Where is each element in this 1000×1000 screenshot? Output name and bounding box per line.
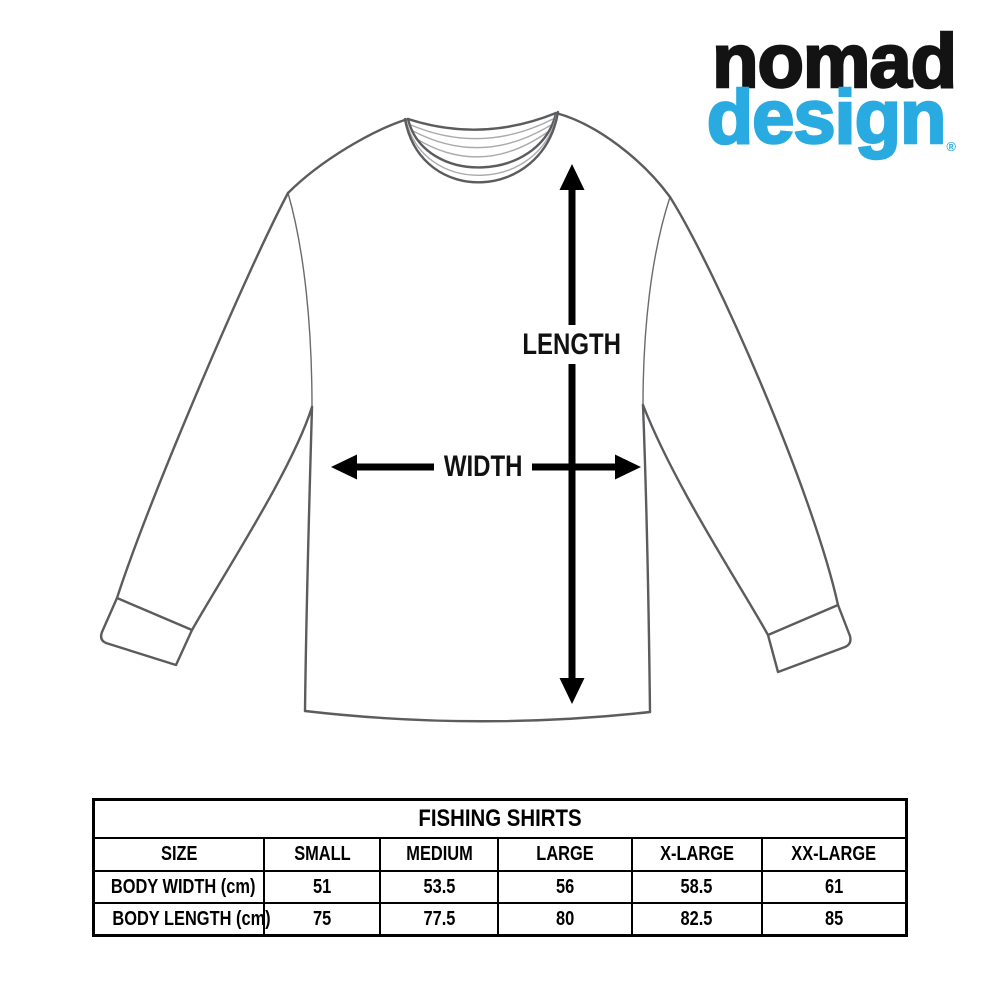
table-title-text: FISHING SHIRTS [418, 805, 582, 832]
collar-rib-line-2 [412, 124, 552, 149]
row-label-body-width: BODY WIDTH (cm) [92, 870, 266, 904]
body-length-small: 75 [263, 902, 382, 937]
row-label-body-length: BODY LENGTH (cm) [92, 902, 271, 937]
collar-seam-line [403, 110, 560, 184]
table-header-row: SIZE SMALL MEDIUM LARGE X-LARGE XX-LARGE [92, 837, 908, 872]
registered-trademark-symbol: ® [946, 139, 956, 154]
width-label-text: WIDTH [443, 449, 523, 483]
brand-logo: nomad design® [705, 19, 958, 175]
sleeve-inner-left [190, 405, 314, 632]
body-length-xx-large: 85 [760, 902, 908, 937]
shoulder-left-line [286, 117, 410, 195]
body-side-right [641, 403, 652, 714]
table-row-body-length: BODY LENGTH (cm) 75 77.5 80 82.5 85 [92, 902, 908, 937]
length-arrow-head-down [559, 678, 585, 704]
collar-opening-line [406, 111, 558, 169]
armhole-seam-left [287, 192, 313, 408]
logo-word-nomad: nomad [711, 19, 958, 104]
collar-rib-line-3 [414, 130, 550, 158]
logo-word-design-row: design® [705, 78, 956, 175]
body-width-x-large: 58.5 [630, 870, 763, 904]
col-header-size: SIZE [92, 837, 266, 872]
col-header-xx-large: XX-LARGE [760, 837, 908, 872]
body-side-left [303, 405, 314, 713]
table-title-cell: FISHING SHIRTS [92, 798, 908, 839]
armhole-seam-right [642, 196, 671, 406]
length-arrow-shaft [568, 186, 576, 682]
shoulder-right-line [554, 111, 672, 199]
body-length-x-large: 82.5 [630, 902, 763, 937]
col-header-medium: MEDIUM [379, 837, 500, 872]
collar-back-top-line [406, 111, 558, 131]
width-arrow-head-left [331, 454, 357, 480]
col-header-x-large: X-LARGE [630, 837, 763, 872]
length-label-text: LENGTH [522, 327, 622, 361]
length-arrow-head-up [559, 164, 585, 190]
logo-word-design: design [705, 75, 947, 160]
body-length-medium: 77.5 [379, 902, 500, 937]
col-header-large: LARGE [497, 837, 633, 872]
cuff-left [99, 596, 194, 667]
cuff-right [766, 603, 852, 674]
body-length-large: 80 [497, 902, 633, 937]
col-header-small: SMALL [263, 837, 382, 872]
collar-stitch-line [405, 112, 558, 176]
body-width-large: 56 [497, 870, 633, 904]
table-row-body-width: BODY WIDTH (cm) 51 53.5 56 58.5 61 [92, 870, 908, 904]
sleeve-inner-right [641, 403, 770, 637]
length-label: LENGTH [517, 325, 627, 364]
width-label: WIDTH [434, 448, 532, 485]
width-arrow-head-right [615, 454, 641, 480]
sleeve-outer-right [668, 195, 840, 607]
collar-rib-line-1 [410, 118, 554, 140]
body-width-small: 51 [263, 870, 382, 904]
sleeve-outer-left [115, 191, 290, 600]
hem-line [303, 709, 652, 723]
size-table: FISHING SHIRTS SIZE SMALL MEDIUM LARGE X… [92, 798, 908, 937]
body-width-medium: 53.5 [379, 870, 500, 904]
body-width-xx-large: 61 [760, 870, 908, 904]
table-title-row: FISHING SHIRTS [92, 798, 908, 839]
